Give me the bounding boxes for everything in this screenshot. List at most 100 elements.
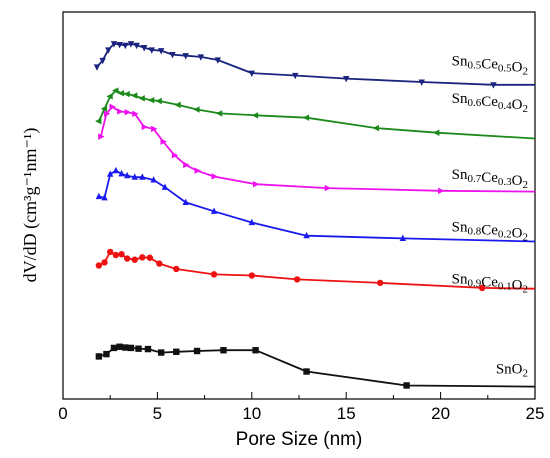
data-point	[183, 161, 190, 169]
data-point	[131, 256, 138, 263]
data-point	[210, 271, 218, 278]
data-point	[303, 368, 310, 375]
data-point	[112, 251, 120, 259]
data-point	[303, 231, 310, 239]
data-point	[123, 171, 131, 179]
data-point	[123, 90, 130, 98]
series-2	[98, 103, 536, 194]
series-label: SnO2	[496, 361, 528, 379]
data-point	[118, 169, 125, 177]
data-point	[293, 276, 301, 283]
series-label: Sn0.8Ce0.2O2	[452, 219, 528, 243]
series-0	[93, 41, 535, 89]
data-point	[220, 347, 227, 354]
data-point	[194, 167, 201, 174]
data-point	[253, 181, 260, 188]
series-label: Sn0.6Ce0.4O2	[452, 91, 528, 115]
data-point	[107, 170, 114, 177]
data-point	[182, 53, 189, 60]
x-tick-label: 0	[58, 404, 67, 423]
data-point	[101, 259, 108, 266]
data-point	[160, 138, 167, 145]
data-point	[116, 41, 123, 49]
data-point	[248, 70, 255, 77]
x-axis-tick-labels: 0 5 10 15 20 25	[58, 404, 544, 423]
x-axis-ticks	[62, 392, 536, 399]
x-tick-label: 25	[526, 404, 545, 423]
data-point	[215, 110, 223, 117]
series-line	[98, 169, 536, 243]
data-point	[211, 173, 218, 180]
data-point	[124, 109, 132, 116]
data-point	[95, 117, 102, 125]
data-point	[399, 234, 407, 241]
data-point	[117, 108, 124, 115]
data-point	[139, 173, 146, 180]
data-point	[161, 183, 169, 190]
data-point	[248, 272, 255, 279]
data-point	[193, 106, 200, 113]
data-point	[169, 52, 176, 59]
data-point	[110, 41, 118, 48]
data-point	[112, 87, 119, 94]
data-point	[127, 41, 135, 48]
data-point	[144, 345, 152, 353]
data-point	[95, 262, 103, 269]
data-point	[248, 218, 255, 226]
data-point	[343, 76, 350, 83]
data-point	[490, 82, 497, 89]
data-point	[117, 90, 125, 97]
data-point	[146, 254, 154, 261]
data-point	[151, 125, 158, 133]
data-point	[372, 124, 379, 132]
data-point	[478, 284, 486, 292]
data-point	[438, 187, 445, 194]
data-point	[122, 42, 129, 50]
data-point	[140, 45, 148, 52]
data-point	[109, 103, 116, 111]
data-point	[173, 265, 180, 273]
data-point	[155, 97, 162, 105]
data-point	[141, 123, 149, 131]
data-point	[171, 151, 179, 159]
data-point	[150, 176, 157, 183]
data-point	[139, 254, 146, 261]
series-3	[95, 166, 536, 243]
y-axis-title: dV/dD (cm³g⁻¹nm⁻¹)	[20, 128, 41, 283]
data-point	[157, 349, 165, 356]
data-point	[376, 279, 384, 287]
data-point	[214, 57, 222, 64]
data-point	[103, 110, 111, 117]
data-point	[106, 93, 113, 100]
data-point	[138, 95, 145, 102]
data-point	[118, 251, 125, 258]
data-point	[130, 92, 138, 99]
series-group	[93, 41, 536, 389]
data-point	[105, 47, 112, 54]
data-point	[403, 382, 410, 389]
data-point	[95, 192, 103, 200]
data-point	[148, 47, 155, 54]
x-axis-title: Pore Size (nm)	[236, 429, 363, 450]
series-label: Sn0.7Ce0.3O2	[452, 167, 528, 191]
data-point	[93, 64, 101, 71]
data-point	[174, 101, 181, 109]
data-point	[95, 353, 103, 360]
data-point	[127, 344, 135, 352]
data-point	[123, 255, 131, 262]
data-point	[173, 348, 180, 355]
data-point	[156, 260, 163, 267]
data-point	[147, 97, 155, 104]
data-point	[110, 344, 118, 352]
data-point	[116, 343, 123, 350]
series-1	[95, 87, 536, 140]
data-point	[210, 207, 218, 214]
data-point	[101, 193, 108, 201]
data-point	[251, 112, 259, 119]
data-point	[99, 57, 106, 65]
series-5	[95, 343, 536, 389]
data-point	[122, 344, 129, 351]
plot-frame	[62, 11, 536, 400]
data-point	[182, 198, 189, 205]
